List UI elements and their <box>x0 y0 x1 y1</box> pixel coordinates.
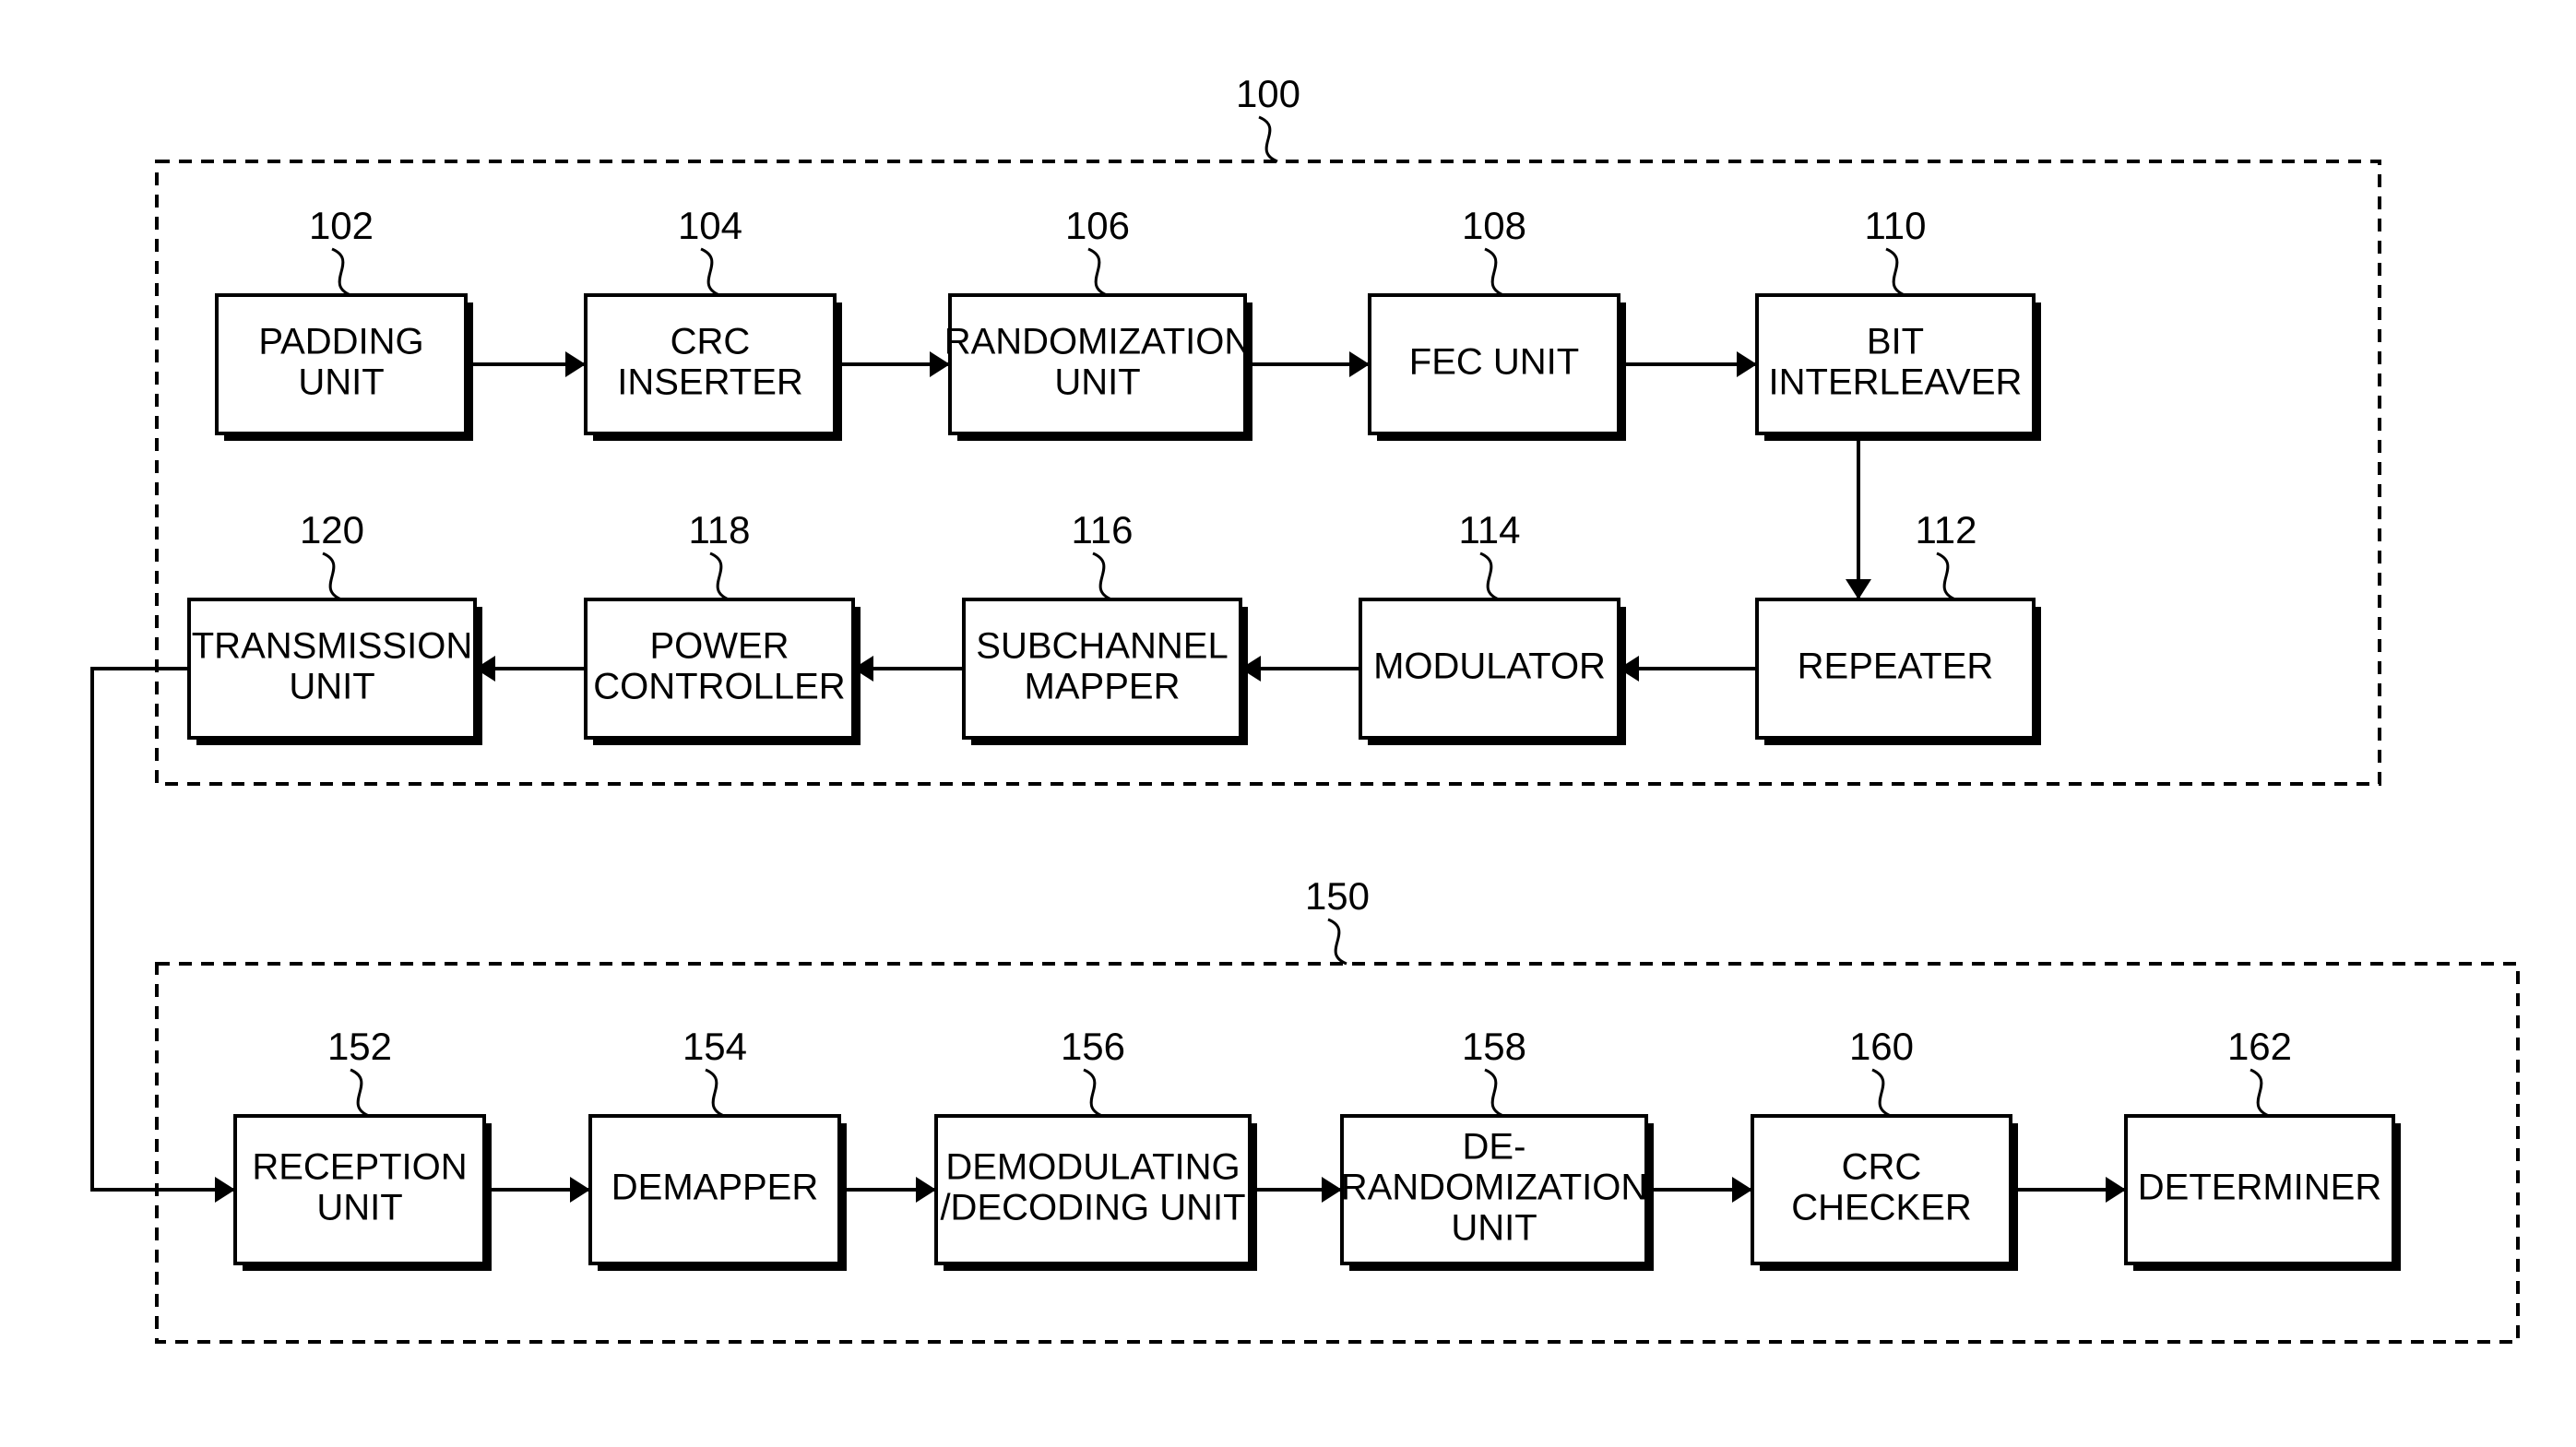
svg-text:100: 100 <box>1236 72 1300 115</box>
node-label: RANDOMIZATION <box>1341 1168 1648 1208</box>
node-label: MODULATOR <box>1373 646 1606 687</box>
node-label: UNIT <box>1451 1208 1537 1249</box>
node-id-label: 116 <box>1072 508 1134 552</box>
node-label: SUBCHANNEL <box>976 626 1228 667</box>
node-label: DEMODULATING <box>945 1147 1240 1188</box>
node-label: CRC <box>671 322 751 362</box>
node-label: UNIT <box>1054 362 1140 403</box>
node-label: /DECODING UNIT <box>940 1188 1245 1228</box>
node-id-label: 160 <box>1849 1025 1914 1068</box>
node-id-label: 108 <box>1462 204 1526 247</box>
node-id-label: 156 <box>1061 1025 1125 1068</box>
node-label: CHECKER <box>1791 1188 1972 1228</box>
node-id-label: 114 <box>1459 508 1521 552</box>
node-id-label: 154 <box>683 1025 747 1068</box>
node-label: CRC <box>1842 1147 1922 1188</box>
node-id-label: 110 <box>1865 204 1927 247</box>
node-label: DEMAPPER <box>611 1168 819 1208</box>
node-label: UNIT <box>298 362 384 403</box>
node-id-label: 162 <box>2227 1025 2292 1068</box>
node-id-label: 102 <box>309 204 374 247</box>
node-label: DETERMINER <box>2138 1168 2381 1208</box>
node-label: INSERTER <box>617 362 803 403</box>
diagram-canvas: 100150102PADDINGUNIT104CRCINSERTER106RAN… <box>0 0 2576 1447</box>
node-label: RECEPTION <box>252 1147 467 1188</box>
node-id-label: 118 <box>689 508 751 552</box>
node-label: POWER <box>649 626 789 667</box>
node-label: MAPPER <box>1025 667 1181 707</box>
edge <box>92 669 235 1190</box>
node-label: PADDING <box>258 322 423 362</box>
node-label: DE- <box>1463 1127 1526 1168</box>
node-label: BIT <box>1867 322 1924 362</box>
node-id-label: 112 <box>1916 508 1977 552</box>
node-label: CONTROLLER <box>593 667 845 707</box>
node-label: UNIT <box>289 667 374 707</box>
node-id-label: 120 <box>300 508 364 552</box>
svg-text:150: 150 <box>1305 874 1370 918</box>
node-label: RANDOMIZATION <box>944 322 1252 362</box>
node-label: FEC UNIT <box>1409 342 1579 383</box>
node-id-label: 152 <box>327 1025 392 1068</box>
node-label: UNIT <box>316 1188 402 1228</box>
node-id-label: 106 <box>1065 204 1130 247</box>
node-label: INTERLEAVER <box>1769 362 2023 403</box>
node-label: REPEATER <box>1798 646 1994 687</box>
node-label: TRANSMISSION <box>192 626 472 667</box>
node-id-label: 158 <box>1462 1025 1526 1068</box>
node-id-label: 104 <box>678 204 742 247</box>
